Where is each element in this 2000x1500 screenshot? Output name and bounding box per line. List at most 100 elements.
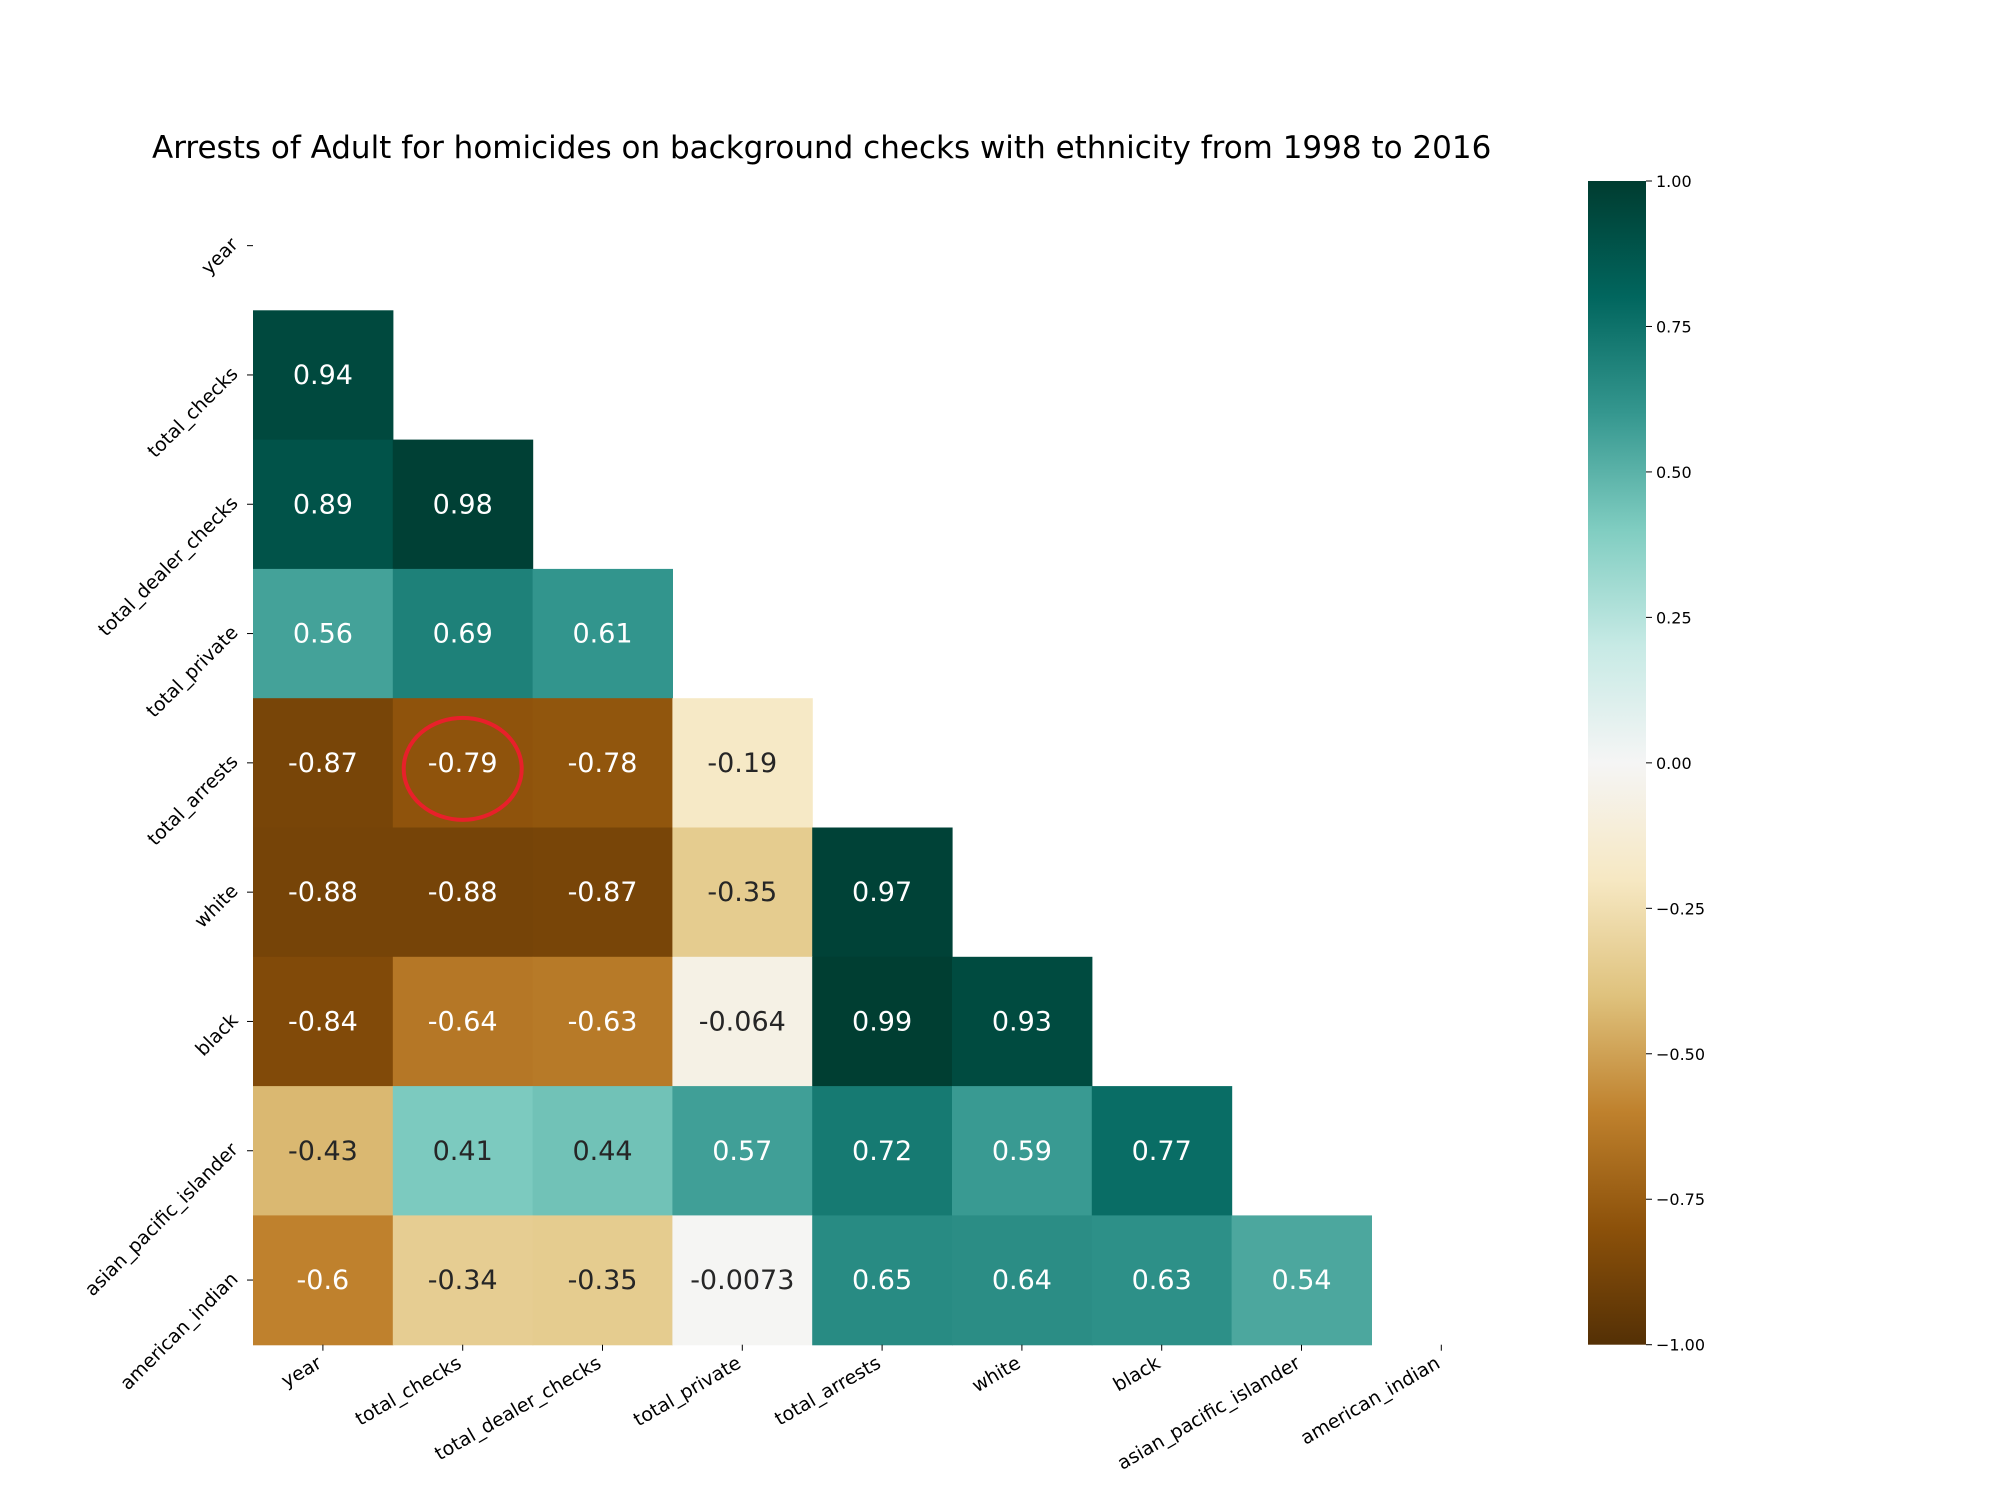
cell-value-label: -0.88 (288, 877, 358, 908)
heatmap-cell (532, 956, 673, 1087)
heatmap-cell (532, 568, 673, 699)
heatmap-cell (253, 1215, 394, 1346)
cell-value-label: 0.56 (293, 619, 353, 650)
cell-value-label: 0.98 (433, 489, 493, 520)
cell-value-label: 0.44 (572, 1136, 632, 1167)
x-tick-label: total_arrests (771, 1352, 885, 1430)
heatmap-cell (253, 956, 394, 1087)
highlight-annotation (401, 715, 524, 822)
cell-value-label: 0.64 (992, 1265, 1052, 1296)
colorbar-tick-label: −0.25 (1656, 899, 1705, 918)
heatmap-cell (392, 1086, 534, 1216)
cell-value-label: 0.89 (293, 489, 353, 520)
cell-value-label: 0.99 (852, 1006, 912, 1037)
heatmap-cell (253, 698, 394, 829)
colorbar-tick-label: 0.25 (1656, 608, 1692, 627)
cell-value-label: -0.34 (428, 1265, 498, 1296)
colorbar-gradient (1588, 181, 1646, 1345)
cell-value-label: -0.64 (428, 1006, 498, 1037)
colorbar-tick-label: −0.75 (1656, 1190, 1705, 1209)
cell-value-label: -0.6 (297, 1265, 350, 1296)
y-tick-label: total_arrests (143, 751, 242, 850)
cell-value-label: 0.57 (712, 1136, 772, 1167)
cell-value-label: -0.87 (568, 877, 638, 908)
cell-value-label: 0.97 (852, 877, 912, 908)
colorbar-tick-label: 0.75 (1656, 317, 1692, 336)
colorbar-tick-label: −1.00 (1656, 1336, 1705, 1355)
cell-value-label: 0.72 (852, 1136, 912, 1167)
y-tick-label: white (190, 880, 242, 932)
cell-value-label: -0.19 (707, 748, 777, 779)
colorbar-tick-label: 0.00 (1656, 754, 1692, 773)
heatmap-cells (253, 310, 1372, 1346)
cell-value-label: 0.63 (1132, 1265, 1192, 1296)
colorbar-tick-label: −0.50 (1656, 1045, 1705, 1064)
cell-value-label: 0.93 (992, 1006, 1052, 1037)
cell-value-label: -0.064 (699, 1006, 786, 1037)
heatmap-cell (532, 1215, 673, 1346)
x-tick-label: white (968, 1352, 1024, 1397)
heatmap-cell (812, 956, 953, 1087)
y-tick-label: year (197, 233, 243, 279)
heatmap-cell (672, 956, 813, 1087)
y-tick-label: total_private (142, 622, 242, 722)
heatmap-cell (672, 1086, 813, 1216)
heatmap-cell (1091, 1086, 1233, 1216)
y-tick-label: black (191, 1009, 242, 1060)
cell-value-label: 0.77 (1132, 1136, 1192, 1167)
heatmap-cell (532, 1086, 673, 1216)
colorbar: 1.00 0.75 0.50 0.25 0.00 −0.25 −0.50 −0.75 −1.00 (1588, 172, 1705, 1355)
heatmap-cell (672, 698, 813, 829)
cell-value-label: -0.43 (288, 1136, 358, 1167)
heatmap-cell (672, 827, 813, 958)
heatmap-cell (253, 568, 394, 699)
heatmap-cell (392, 1215, 534, 1346)
heatmap-cell (1091, 1215, 1233, 1346)
heatmap-cell (812, 827, 953, 958)
heatmap-cell (532, 827, 673, 958)
cell-value-label: 0.54 (1271, 1265, 1331, 1296)
x-tick-label: american_indian (1297, 1352, 1444, 1450)
y-tick-label: american_indian (116, 1268, 243, 1395)
y-axis: year total_checks total_dealer_checkstotal… (81, 233, 253, 1395)
cell-value-label: 0.94 (293, 360, 353, 391)
heatmap-cell (253, 827, 394, 958)
heatmap-cell (253, 439, 394, 570)
heatmap-cell (672, 1215, 813, 1346)
x-tick-label: year (278, 1352, 326, 1392)
cell-value-label: 0.41 (433, 1136, 493, 1167)
colorbar-tick-label: 1.00 (1656, 172, 1692, 191)
heatmap-cell (253, 1086, 394, 1216)
y-tick-label: total_checks (143, 363, 242, 462)
chart-title: Arrests of Adult for homicides on backgr… (152, 130, 1491, 166)
cell-value-label: -0.88 (428, 877, 498, 908)
cell-value-label: -0.35 (568, 1265, 638, 1296)
cell-value-label: 0.69 (433, 619, 493, 650)
heatmap-cell (1231, 1215, 1372, 1346)
cell-value-label: 0.61 (572, 619, 632, 650)
x-tick-label: black (1110, 1352, 1165, 1396)
cell-value-label: 0.59 (992, 1136, 1052, 1167)
heatmap-cell (812, 1215, 953, 1346)
heatmap-cell (253, 310, 394, 441)
cell-value-label: -0.78 (568, 748, 638, 779)
x-tick-label: total_private (630, 1352, 745, 1431)
heatmap-cell (952, 1086, 1093, 1216)
cell-value-label: -0.79 (428, 748, 498, 779)
y-tick-label: total_dealer_checks (94, 492, 243, 641)
heatmap-cell (392, 956, 534, 1087)
heatmap-cell (392, 827, 534, 958)
heatmap-cell (812, 1086, 953, 1216)
heatmap-cell (952, 1215, 1093, 1346)
cell-value-labels: 0.94 0.89 0.98 0.56 0.69 0.61 -0.87 -0.79 -0.78 -… (288, 360, 1332, 1296)
cell-value-label: 0.65 (852, 1265, 912, 1296)
cell-value-label: -0.63 (568, 1006, 638, 1037)
heatmap-cell (952, 956, 1093, 1087)
colorbar-tick-label: 0.50 (1656, 463, 1692, 482)
heatmap-cell (532, 698, 673, 829)
cell-value-label: -0.0073 (690, 1265, 794, 1296)
heatmap-cell (392, 439, 534, 570)
cell-value-label: -0.84 (288, 1006, 358, 1037)
